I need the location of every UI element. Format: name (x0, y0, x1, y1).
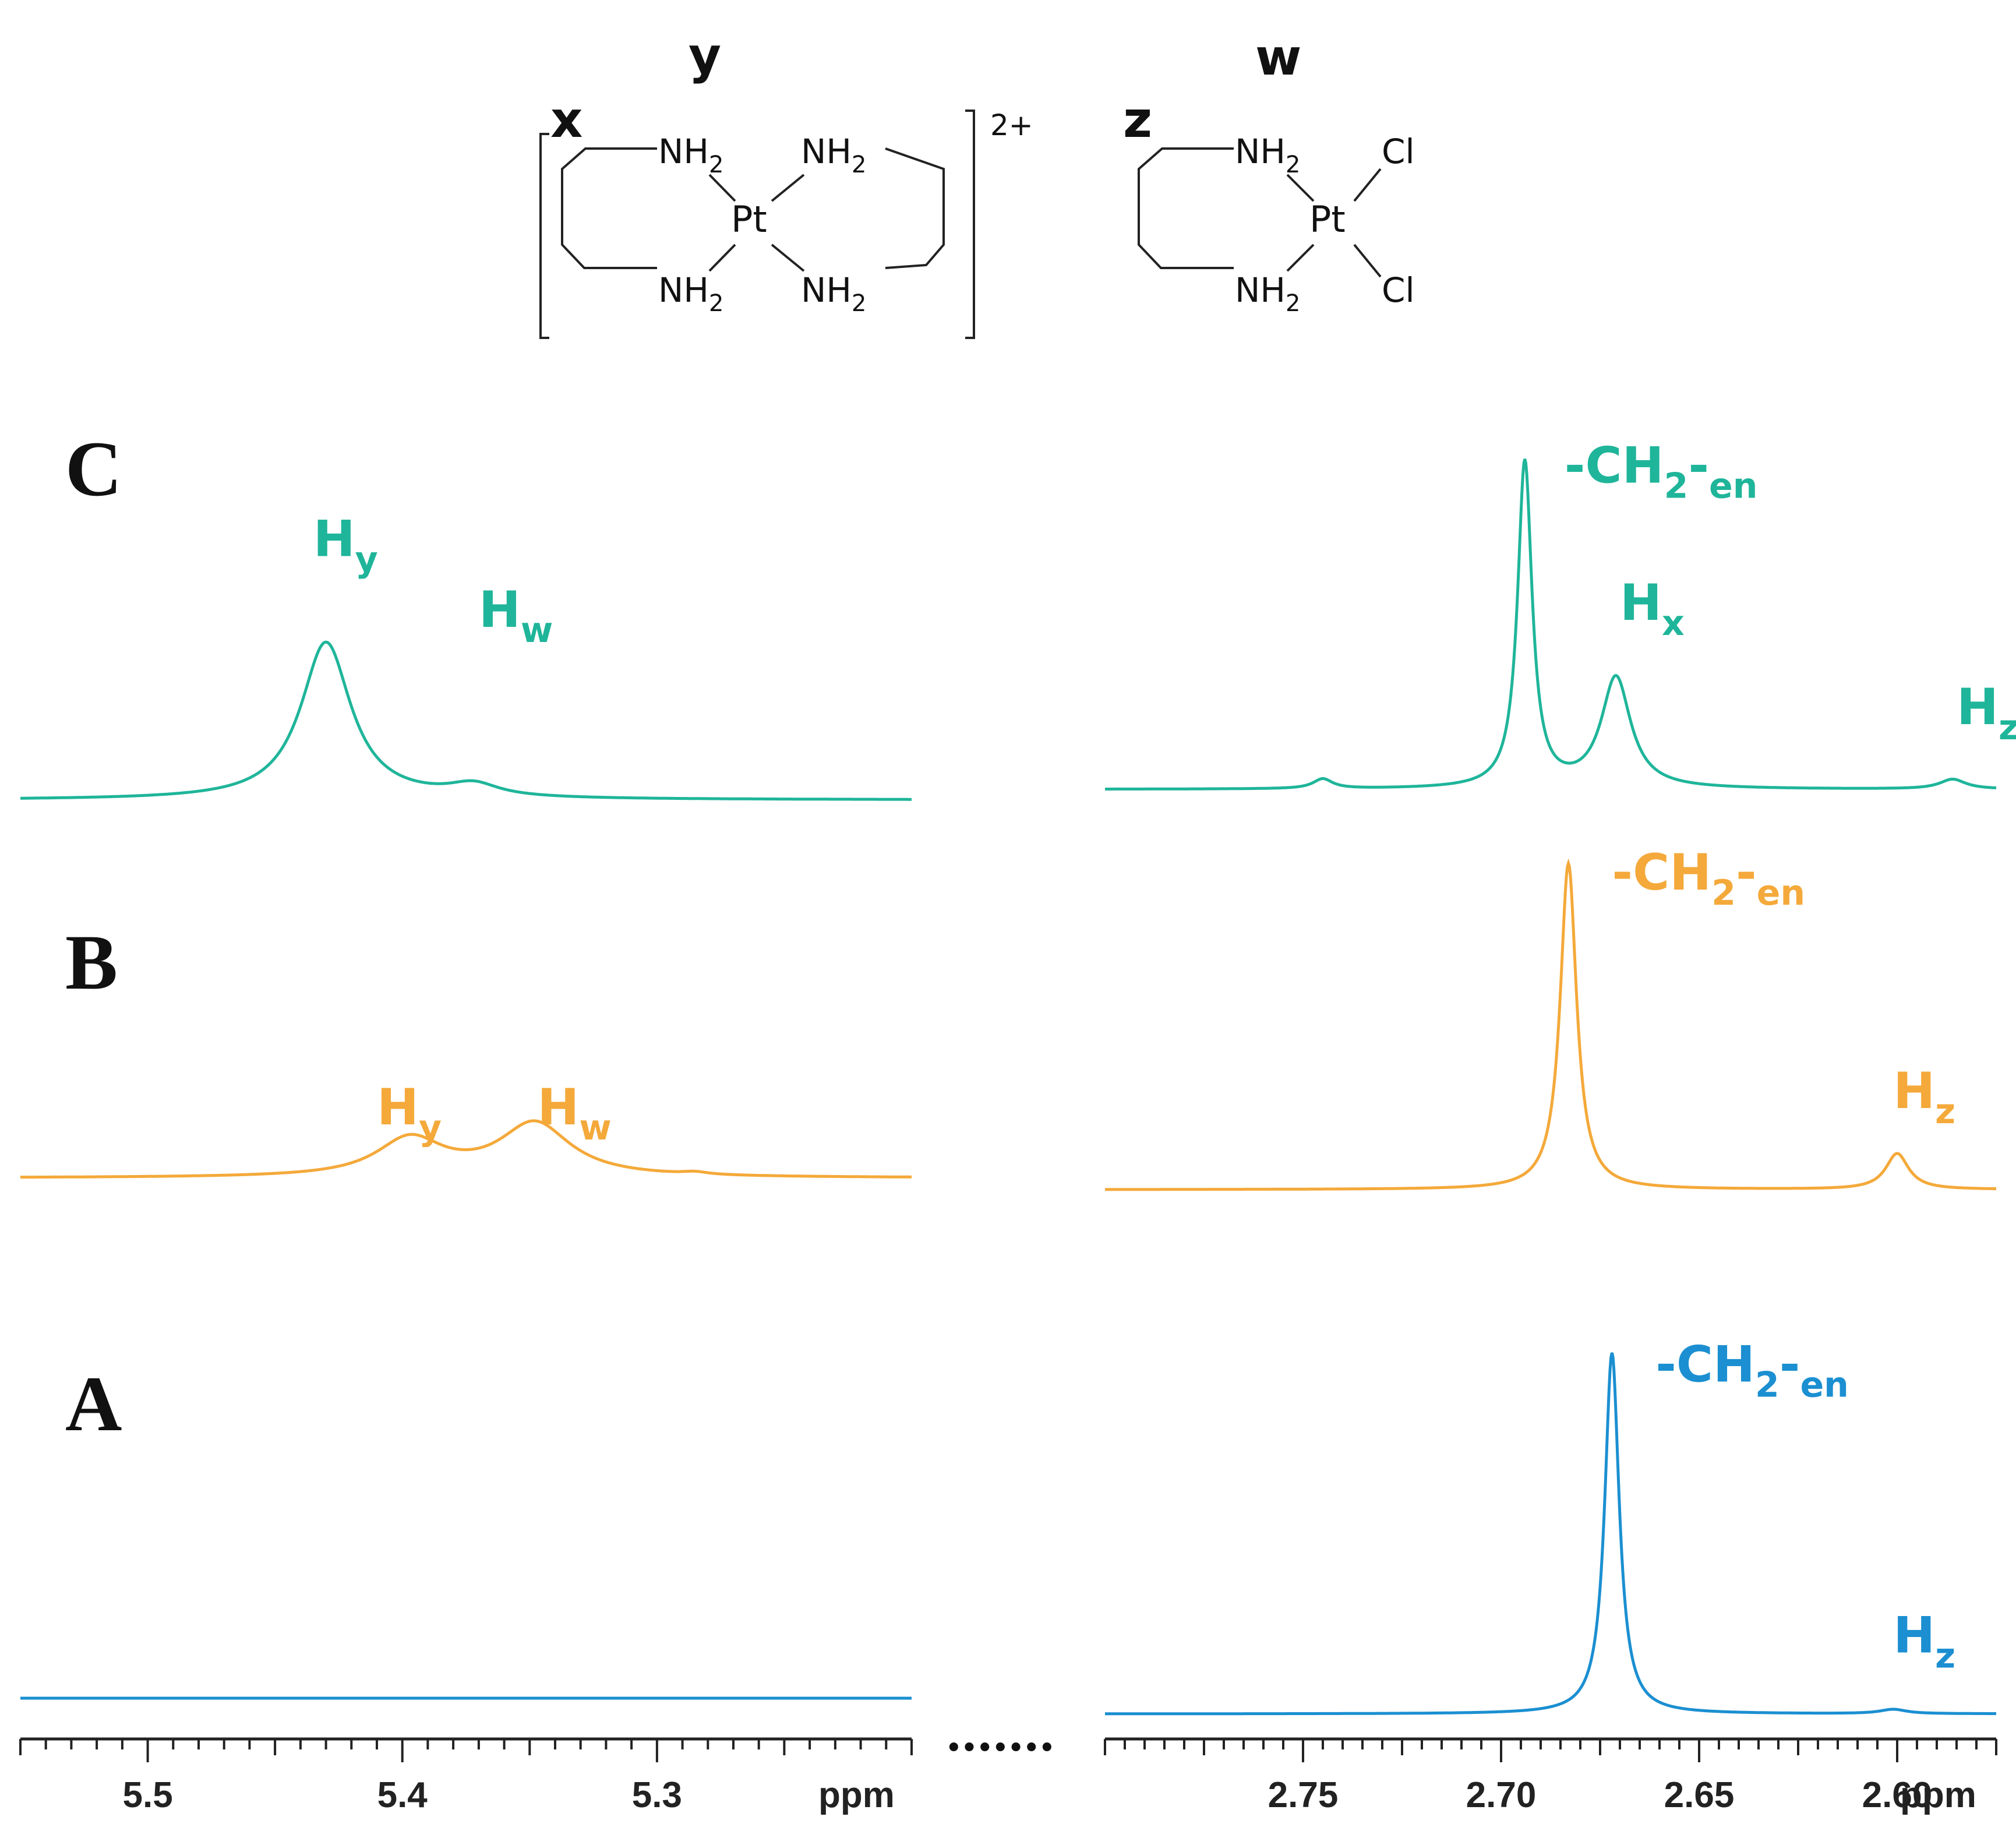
peak-labels-layer: Hy Hw -CH2-en Hx Hz Hy Hw -CH2-en Hz -CH2-en Hz (313, 437, 2016, 1677)
spectrum-a-right-trace (1105, 1352, 1996, 1716)
left-axis-tick-label: 5.5 (122, 1775, 172, 1815)
panel-letter-c: C (65, 426, 122, 513)
peak-label-b-1: Hw (537, 1078, 611, 1148)
panel-letter-b: B (65, 919, 118, 1006)
left-axis-tick-label: 5.3 (632, 1775, 682, 1815)
peak-label-c-4: Hz (1957, 678, 2016, 748)
spectrum-b-right-trace (1105, 858, 1996, 1191)
nh2-bottom-right: NH2 (801, 270, 866, 317)
label-z: z (1123, 91, 1152, 149)
peak-label-c-0: Hy (313, 510, 378, 580)
spectrum-c-right-trace (1105, 458, 1997, 791)
nh2-bottom-left: NH2 (658, 270, 723, 317)
pt-center-1: Pt (731, 198, 767, 241)
cl-top: Cl (1382, 132, 1415, 171)
x-axis-left: 5.5 5.4 5.3 ppm (19, 1737, 913, 1815)
nh2-top-left: NH2 (658, 132, 723, 178)
right-axis-tick-label: 2.60 (1862, 1775, 1933, 1815)
right-axis-tick-label: 2.65 (1664, 1775, 1735, 1815)
pt-center-2: Pt (1309, 198, 1346, 241)
label-w: w (1255, 29, 1301, 87)
nh2-top-right: NH2 (801, 132, 866, 178)
x-axis-left-unit: ppm (818, 1775, 895, 1815)
nh2-bottom-z: NH2 (1235, 270, 1300, 317)
peak-label-b-0: Hy (377, 1078, 442, 1148)
spectrum-b-left-trace (20, 1119, 912, 1179)
right-axis-tick-label: 2.70 (1466, 1775, 1537, 1815)
peak-label-b-2: -CH2-en (1612, 844, 1805, 913)
label-y: y (689, 27, 721, 85)
structure-pt-en-cl2: z w NH2 NH2 Pt Cl Cl (1123, 29, 1415, 317)
cl-bottom: Cl (1382, 270, 1415, 310)
spectra-layer (20, 458, 1997, 1716)
peak-label-a-0: -CH2-en (1655, 1336, 1849, 1406)
left-axis-tick-label: 5.4 (377, 1775, 428, 1815)
peak-label-c-2: -CH2-en (1565, 437, 1758, 507)
spectrum-c-left-trace (20, 640, 912, 801)
structure-pt-en2: x y 2+ NH2 NH2 NH2 NH2 Pt (539, 27, 1033, 339)
x-axis-right: 2.75 2.70 2.65 2.60 ppm (1104, 1737, 1997, 1815)
peak-label-c-3: Hx (1620, 574, 1685, 644)
nh2-top-z: NH2 (1235, 132, 1300, 178)
peak-label-c-1: Hw (479, 581, 553, 651)
right-axis-tick-label: 2.75 (1268, 1775, 1339, 1815)
charge-label: 2+ (990, 108, 1033, 142)
axis-break-dots: ••••••• (945, 1731, 1054, 1766)
panel-letter-a: A (65, 1361, 122, 1448)
peak-label-a-1: Hz (1893, 1607, 1955, 1677)
peak-label-b-3: Hz (1893, 1062, 1955, 1132)
x-axis-right-unit: ppm (1900, 1775, 1976, 1815)
label-x: x (550, 91, 582, 149)
